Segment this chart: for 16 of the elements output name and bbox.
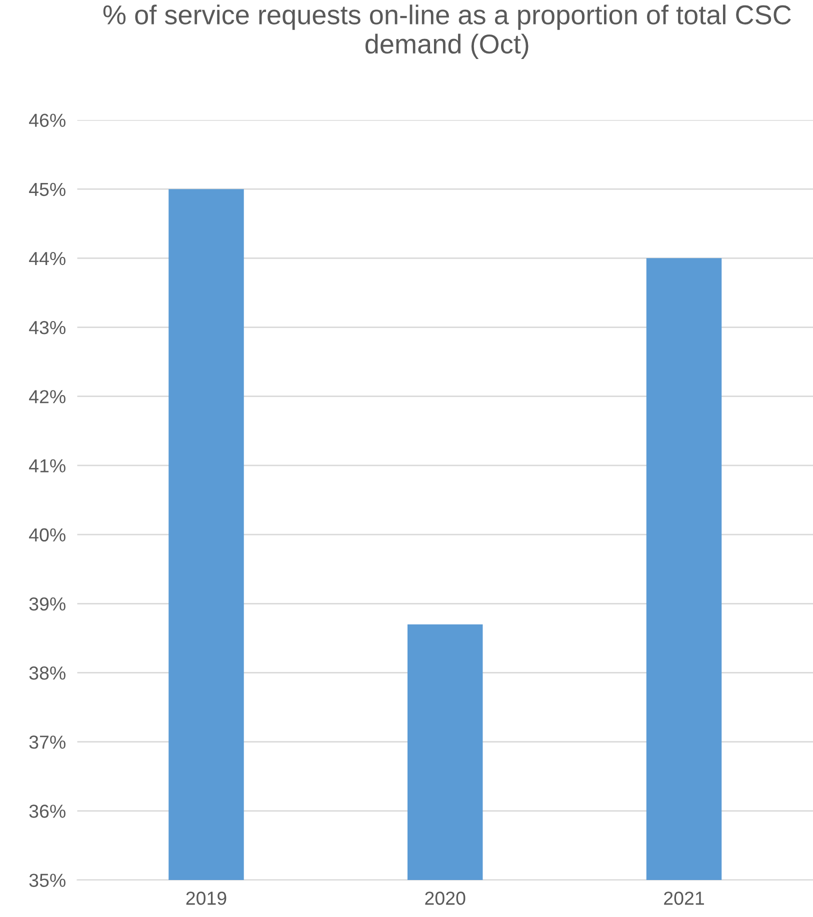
y-tick-label: 40% (29, 528, 66, 542)
x-tick-label: 2021 (664, 892, 704, 905)
y-tick-label: 37% (29, 736, 66, 749)
y-tick-label: 38% (29, 666, 66, 680)
x-tick-label: 2020 (425, 892, 466, 905)
y-tick-label: 36% (29, 804, 66, 818)
x-tick-label: 2019 (186, 892, 226, 905)
y-tick-label: 46% (29, 114, 66, 127)
y-tick-label: 39% (29, 597, 66, 611)
y-tick-label: 43% (29, 320, 66, 334)
y-tick-label: 45% (29, 182, 66, 196)
y-tick-label: 42% (29, 390, 66, 404)
y-tick-label: 44% (29, 252, 66, 266)
chart-title: % of service requests on-line as a proportion of total CSC demand (Oct) (103, 4, 791, 59)
y-tick-label: 41% (29, 459, 66, 472)
y-tick-label: 35% (29, 874, 66, 887)
